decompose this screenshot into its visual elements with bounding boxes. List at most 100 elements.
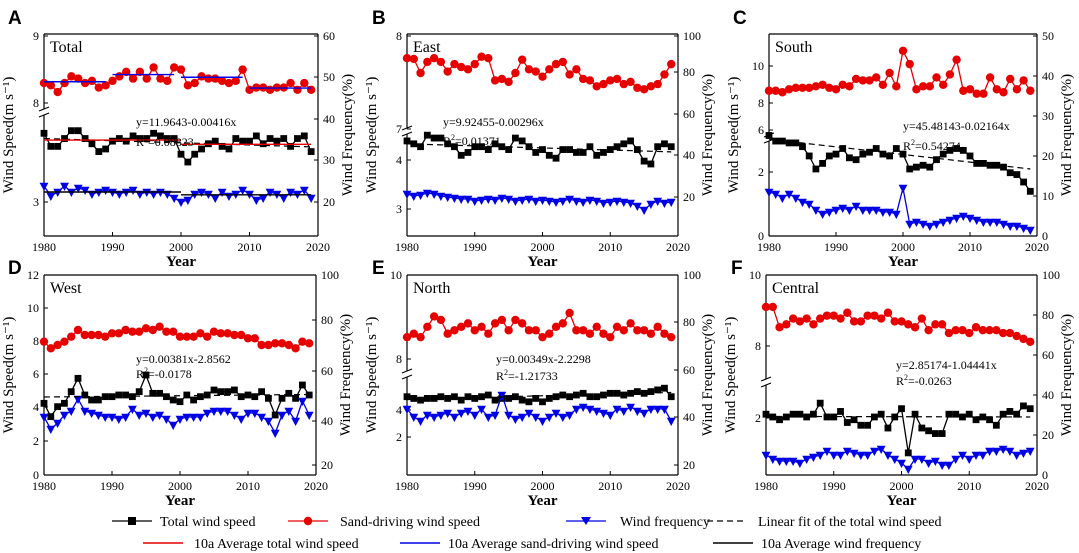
data-point-sand-driving-wind-speed-1991 <box>115 72 124 81</box>
data-point-sand-driving-wind-speed-2013 <box>626 77 635 87</box>
data-point-sand-driving-wind-speed-1993 <box>128 74 138 83</box>
legend-item-10a-average-sand-driving: 10a Average sand-driving wind speed <box>400 537 658 552</box>
y-right-tick-label: 40 <box>683 148 695 162</box>
data-point-wind-frequency-2016 <box>286 188 295 197</box>
data-point-total-wind-speed-1988 <box>816 399 824 407</box>
data-point-total-wind-speed-2014 <box>993 161 1001 169</box>
data-point-sand-driving-wind-speed-1983 <box>423 322 432 332</box>
data-point-total-wind-speed-1997 <box>877 410 885 418</box>
data-point-sand-driving-wind-speed-1983 <box>60 78 69 88</box>
data-point-total-wind-speed-2005 <box>933 156 940 164</box>
y-left-tick-label: 3 <box>33 195 39 209</box>
data-point-sand-driving-wind-speed-1992 <box>484 54 493 63</box>
data-point-sand-driving-wind-speed-2003 <box>918 82 928 91</box>
data-point-sand-driving-wind-speed-2010 <box>606 332 615 342</box>
data-point-total-wind-speed-1980 <box>765 132 773 139</box>
data-point-wind-frequency-2002 <box>189 413 198 422</box>
data-point-total-wind-speed-1981 <box>410 395 418 402</box>
data-point-total-wind-speed-2001 <box>904 449 912 457</box>
data-point-wind-frequency-2009 <box>238 186 248 195</box>
data-point-sand-driving-wind-speed-2017 <box>1012 85 1022 94</box>
data-point-total-wind-speed-2009 <box>239 137 247 145</box>
data-point-total-wind-speed-1985 <box>74 374 82 382</box>
series-sand-driving-wind-speed <box>764 46 1035 98</box>
data-point-sand-driving-wind-speed-2000 <box>538 332 547 342</box>
data-point-wind-frequency-2009 <box>958 451 967 460</box>
data-point-total-wind-speed-1998 <box>525 143 533 151</box>
linear-fit-line <box>768 138 1031 170</box>
data-point-total-wind-speed-1997 <box>156 389 163 397</box>
x-tick-label: 2010 <box>958 240 982 254</box>
series-sand-driving-wind-speed <box>39 63 316 97</box>
data-point-wind-frequency-2006 <box>217 188 227 197</box>
data-point-sand-driving-wind-speed-2002 <box>189 332 198 341</box>
data-point-wind-frequency-2000 <box>538 417 547 426</box>
data-point-wind-frequency-2009 <box>599 409 608 418</box>
data-point-wind-frequency-2008 <box>952 214 961 223</box>
data-point-wind-frequency-2019 <box>306 194 316 203</box>
data-point-wind-frequency-2001 <box>903 465 913 474</box>
x-axis-label: Year <box>528 254 558 270</box>
data-point-sand-driving-wind-speed-1982 <box>416 332 425 342</box>
data-point-sand-driving-wind-speed-2018 <box>1019 76 1028 85</box>
data-point-sand-driving-wind-speed-2008 <box>230 330 239 340</box>
data-point-wind-frequency-1993 <box>490 411 500 420</box>
data-point-wind-frequency-2011 <box>612 405 622 414</box>
data-point-sand-driving-wind-speed-2013 <box>264 340 273 350</box>
y-right-tick-label: 80 <box>683 65 695 79</box>
data-point-total-wind-speed-2013 <box>265 394 272 402</box>
data-point-wind-frequency-1998 <box>162 415 171 424</box>
data-point-total-wind-speed-1997 <box>879 150 887 158</box>
data-point-total-wind-speed-1987 <box>810 410 817 418</box>
data-point-wind-frequency-2005 <box>932 220 941 229</box>
data-point-sand-driving-wind-speed-1996 <box>149 63 158 72</box>
data-point-total-wind-speed-2017 <box>292 394 299 402</box>
data-point-total-wind-speed-2008 <box>593 393 601 401</box>
y-right-tick-label: 40 <box>323 112 335 126</box>
data-point-sand-driving-wind-speed-1981 <box>46 81 56 90</box>
panel-title: South <box>775 39 812 56</box>
x-tick-label: 2020 <box>306 240 330 254</box>
data-point-total-wind-speed-1983 <box>785 139 793 147</box>
data-point-wind-frequency-1985 <box>436 411 446 420</box>
data-point-sand-driving-wind-speed-1986 <box>802 314 811 323</box>
data-point-wind-frequency-1997 <box>517 413 527 422</box>
data-point-total-wind-speed-1996 <box>149 389 157 397</box>
y-right-tick-label: 20 <box>683 458 695 472</box>
data-point-sand-driving-wind-speed-1989 <box>825 83 834 93</box>
r-squared-symbol: R <box>136 135 144 149</box>
x-tick-label: 1990 <box>101 240 125 254</box>
data-point-wind-frequency-1990 <box>107 413 117 422</box>
x-tick-label: 2010 <box>236 479 260 493</box>
data-point-wind-frequency-2015 <box>277 411 287 420</box>
data-point-sand-driving-wind-speed-1998 <box>162 327 171 336</box>
data-point-wind-frequency-2014 <box>270 429 280 438</box>
data-point-sand-driving-wind-speed-1985 <box>436 57 446 67</box>
data-point-wind-frequency-2011 <box>612 197 622 206</box>
x-axis-label: Year <box>165 493 195 509</box>
data-point-sand-driving-wind-speed-1989 <box>463 319 473 328</box>
data-point-wind-frequency-1986 <box>80 407 90 416</box>
data-point-sand-driving-wind-speed-1991 <box>114 329 124 338</box>
legend-label-total-wind-speed: Total wind speed <box>160 515 255 530</box>
series-sand-driving-wind-speed <box>39 322 314 353</box>
data-point-total-wind-speed-1997 <box>157 132 164 140</box>
data-point-total-wind-speed-1993 <box>491 396 499 404</box>
data-point-sand-driving-wind-speed-2004 <box>204 74 213 83</box>
data-point-sand-driving-wind-speed-2008 <box>952 55 961 64</box>
data-point-sand-driving-wind-speed-2003 <box>558 57 568 67</box>
data-point-sand-driving-wind-speed-2004 <box>565 70 574 79</box>
x-axis-label: Year <box>166 254 196 270</box>
data-point-wind-frequency-1989 <box>822 447 832 456</box>
data-point-total-wind-speed-1984 <box>430 134 438 142</box>
data-point-total-wind-speed-2015 <box>640 157 648 165</box>
data-point-total-wind-speed-2014 <box>273 137 281 145</box>
data-point-wind-frequency-2017 <box>1012 451 1022 460</box>
x-axis-label: Year <box>528 493 558 509</box>
data-point-sand-driving-wind-speed-1986 <box>443 329 452 338</box>
data-point-wind-frequency-2010 <box>965 214 975 223</box>
data-point-wind-frequency-1982 <box>778 194 787 203</box>
data-point-wind-frequency-2012 <box>979 218 988 227</box>
x-tick-label: 1980 <box>32 479 56 493</box>
data-point-sand-driving-wind-speed-2009 <box>238 65 247 74</box>
